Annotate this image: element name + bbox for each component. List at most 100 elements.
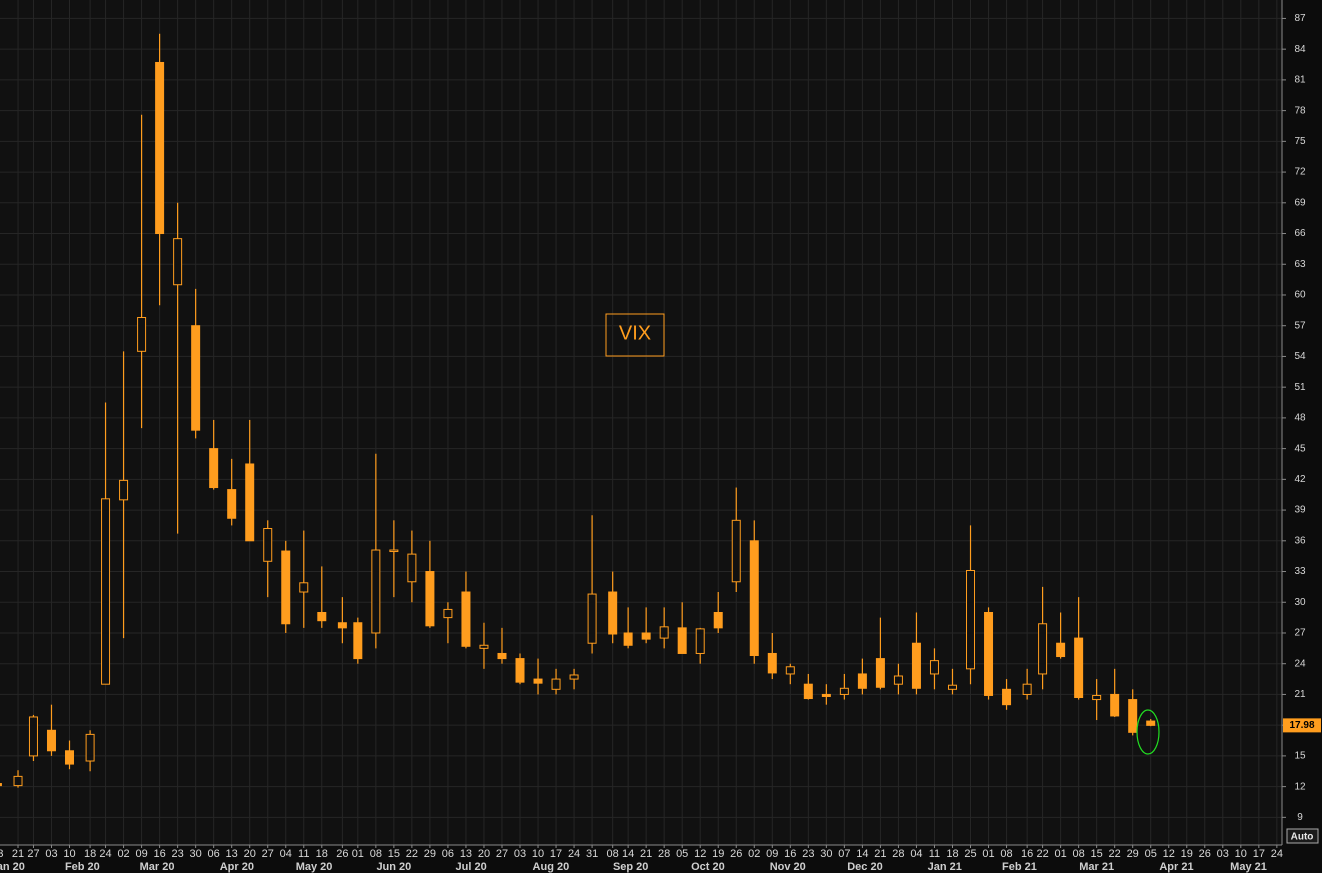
x-tick-label: 01	[352, 848, 364, 860]
x-tick-label: 10	[63, 848, 75, 860]
candle-body	[893, 675, 903, 685]
candle-body	[533, 678, 543, 684]
candle-body	[659, 626, 669, 639]
candle-body	[407, 553, 417, 583]
x-tick-label: 02	[748, 848, 760, 860]
candle-body	[1110, 693, 1120, 717]
candle-body	[173, 238, 183, 286]
candle-body	[317, 611, 327, 622]
candle-body	[731, 519, 741, 583]
candle-body	[911, 642, 921, 689]
x-tick-label: 18	[316, 848, 328, 860]
x-tick-label: 28	[892, 848, 904, 860]
last-value-tag	[1283, 718, 1321, 733]
candle-body	[101, 498, 111, 685]
x-tick-label: 24	[99, 848, 111, 860]
candle-body	[713, 611, 723, 629]
candle-body	[1002, 688, 1012, 706]
x-tick-label: 04	[280, 848, 292, 860]
x-tick-label: 30	[820, 848, 832, 860]
candle-body	[515, 658, 525, 683]
x-tick-label: 29	[424, 848, 436, 860]
y-tick-label: 24	[1294, 658, 1306, 669]
y-tick-label: 87	[1294, 13, 1306, 24]
x-tick-label: 02	[117, 848, 129, 860]
candle-body	[1146, 720, 1156, 726]
x-tick-label: 17	[1253, 848, 1265, 860]
x-tick-label: 23	[172, 848, 184, 860]
y-tick-label: 36	[1294, 535, 1306, 546]
candle-body	[1056, 642, 1066, 658]
candle-body	[299, 582, 309, 593]
x-tick-label: 03	[45, 848, 57, 860]
month-label: Jul 20	[456, 861, 487, 873]
candle-body	[28, 716, 38, 757]
x-tick-label: 08	[370, 848, 382, 860]
y-tick-label: 66	[1294, 228, 1306, 239]
candle-body	[1038, 623, 1048, 675]
x-tick-label: 22	[406, 848, 418, 860]
candle-body	[749, 540, 759, 657]
y-tick-label: 30	[1294, 597, 1306, 608]
x-tick-label: 15	[1091, 848, 1103, 860]
x-tick-label: 28	[658, 848, 670, 860]
y-tick-label: 81	[1294, 75, 1306, 86]
x-tick-label: 12	[1163, 848, 1175, 860]
candle-body	[875, 658, 885, 688]
candle-body	[966, 570, 976, 670]
candle-body	[695, 628, 705, 654]
x-tick-label: 08	[1000, 848, 1012, 860]
x-tick-label: 21	[640, 848, 652, 860]
x-tick-label: 08	[1073, 848, 1085, 860]
x-tick-label: 29	[1127, 848, 1139, 860]
y-tick-label: 42	[1294, 474, 1306, 485]
x-tick-label: 07	[838, 848, 850, 860]
candle-body	[479, 644, 489, 649]
candle-body	[839, 687, 849, 695]
candle-body	[443, 608, 453, 619]
x-tick-label: 25	[964, 848, 976, 860]
candle-body	[389, 549, 399, 553]
x-tick-label: 21	[874, 848, 886, 860]
candle-body	[371, 549, 381, 634]
candle-body	[0, 783, 2, 787]
candle-body	[85, 733, 95, 762]
x-tick-label: 27	[496, 848, 508, 860]
month-label: Feb 21	[1002, 861, 1037, 873]
x-tick-label: 31	[586, 848, 598, 860]
auto-button[interactable]	[1286, 828, 1319, 844]
axes: 9 12 15 18 21 24 27 30 33 36 39 42 45 48 51 54 57 60 63 66 6…	[0, 13, 1321, 873]
candle-body	[1092, 694, 1102, 701]
auto-button-label[interactable]: Auto	[1291, 832, 1314, 843]
x-tick-label: 22	[1109, 848, 1121, 860]
x-tick-label: 03	[514, 848, 526, 860]
month-label: May 21	[1230, 861, 1267, 873]
x-tick-label: 08	[607, 848, 619, 860]
y-tick-label: 9	[1297, 812, 1303, 823]
x-tick-label: 24	[1271, 848, 1283, 860]
month-label: Apr 20	[220, 861, 254, 873]
x-tick-label: 16	[153, 848, 165, 860]
x-tick-label: 15	[388, 848, 400, 860]
x-tick-label: 16	[784, 848, 796, 860]
x-tick-label: 26	[730, 848, 742, 860]
x-tick-label: 06	[442, 848, 454, 860]
candle-body	[263, 528, 273, 562]
y-tick-label: 63	[1294, 259, 1306, 270]
x-tick-label: 23	[802, 848, 814, 860]
x-tick-label: 11	[929, 848, 940, 860]
candle-body	[425, 571, 435, 627]
y-tick-label: 48	[1294, 413, 1306, 424]
y-tick-label: 54	[1294, 351, 1306, 362]
month-label: Feb 20	[65, 861, 100, 873]
candle-body	[1128, 699, 1138, 733]
x-tick-label: 05	[676, 848, 688, 860]
x-tick-label: 01	[982, 848, 994, 860]
y-tick-label: 15	[1294, 751, 1306, 762]
candle-body	[984, 611, 994, 696]
y-tick-label: 84	[1294, 44, 1306, 55]
x-tick-label: 21	[12, 848, 24, 860]
candle-body	[209, 448, 219, 489]
